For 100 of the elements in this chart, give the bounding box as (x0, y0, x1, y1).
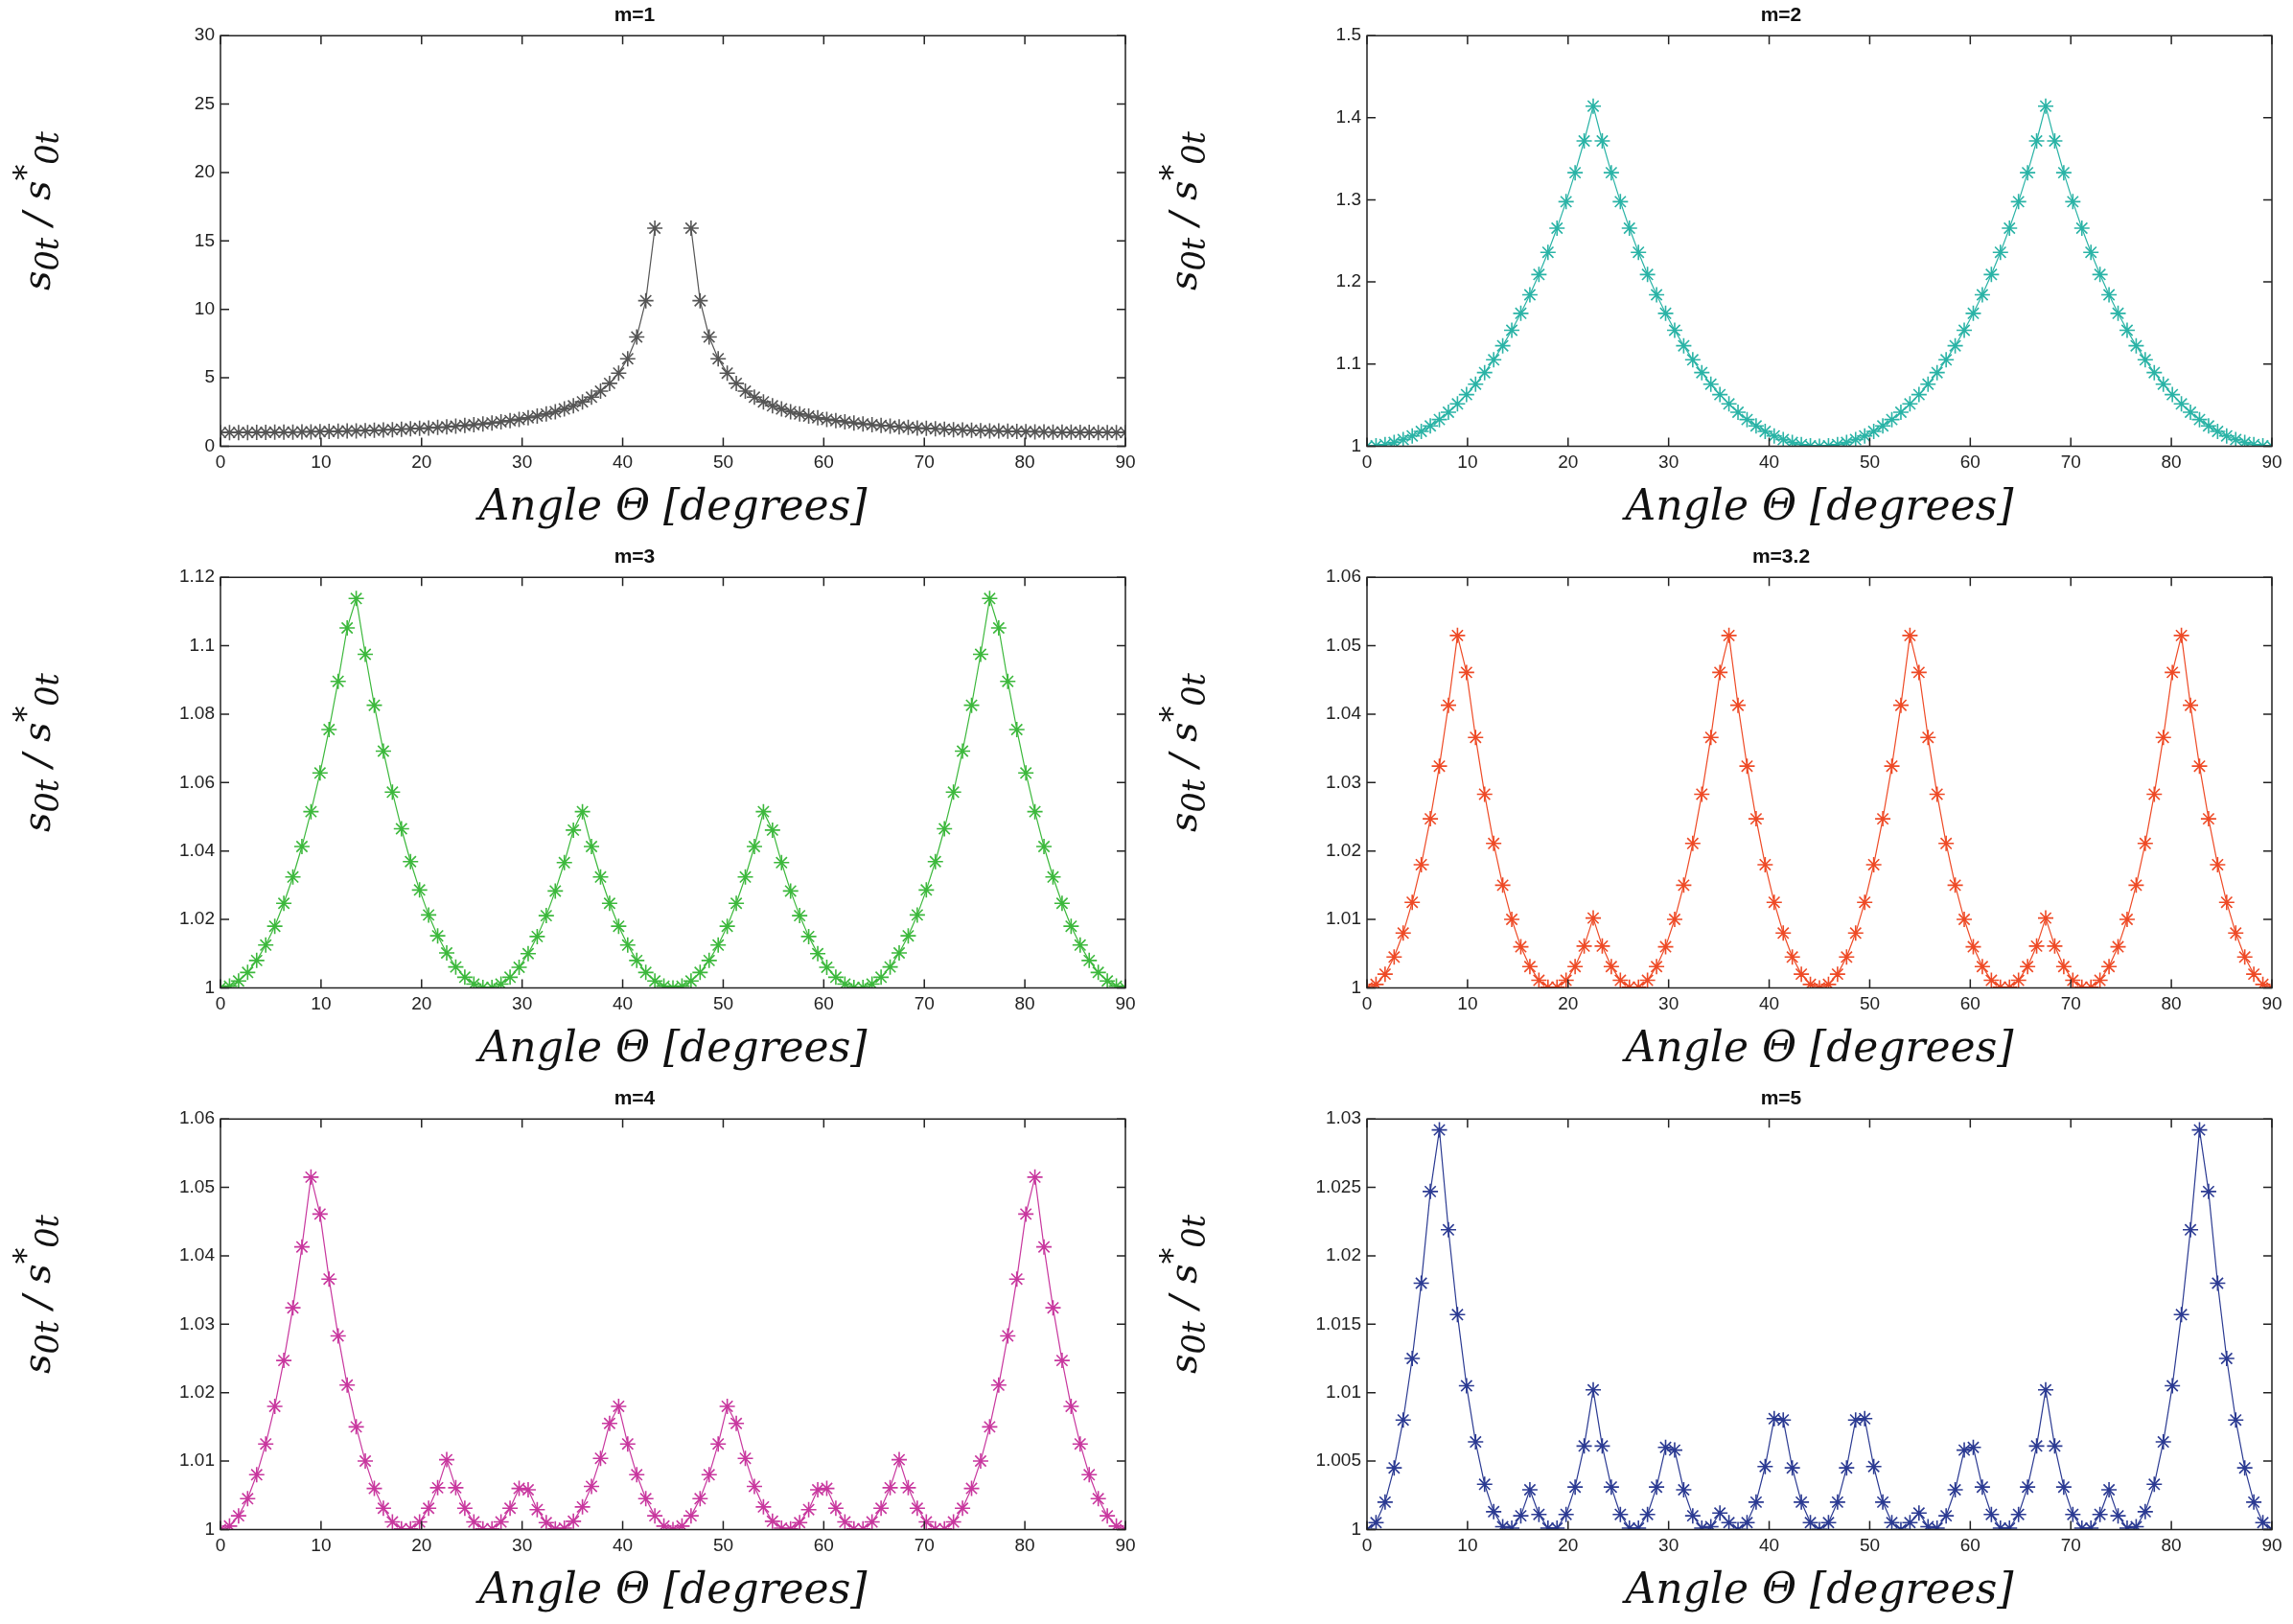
y-tick-label: 1 (1351, 434, 1361, 455)
x-tick-label: 40 (612, 1535, 634, 1556)
y-tick-label: 1.5 (1335, 24, 1361, 45)
chart-title: m=4 (614, 1086, 656, 1109)
x-axis-title: Angle Θ [degrees] (1621, 480, 2015, 530)
chart-title: m=5 (1760, 1086, 1802, 1109)
x-tick-label: 30 (1658, 1535, 1679, 1556)
x-tick-label: 60 (813, 993, 834, 1014)
x-tick-label: 40 (612, 993, 634, 1014)
y-tick-label: 1.04 (179, 839, 216, 860)
x-tick-label: 50 (1859, 1535, 1881, 1556)
y-tick-label: 20 (194, 161, 215, 182)
y-tick-label: 1.06 (1326, 566, 1361, 587)
y-tick-label: 1.04 (179, 1244, 216, 1265)
y-tick-label: 30 (194, 24, 215, 45)
x-tick-label: 50 (712, 993, 734, 1014)
x-tick-label: 10 (311, 993, 332, 1014)
x-tick-label: 80 (1014, 1535, 1035, 1556)
x-axis-title: Angle Θ [degrees] (1621, 1022, 2015, 1072)
x-tick-label: 80 (2161, 1535, 2182, 1556)
x-tick-label: 90 (1115, 452, 1136, 473)
x-tick-label: 10 (1457, 993, 1478, 1014)
y-tick-label: 1 (1351, 976, 1361, 997)
x-tick-label: 30 (512, 993, 533, 1014)
y-tick-label: 1.015 (1315, 1312, 1361, 1334)
y-tick-label: 1.4 (1335, 106, 1362, 128)
y-tick-label: 1.2 (1335, 270, 1361, 291)
x-tick-label: 10 (311, 1535, 332, 1556)
x-tick-label: 50 (712, 452, 734, 473)
x-tick-label: 20 (411, 993, 432, 1014)
y-tick-label: 1.02 (179, 1380, 215, 1402)
x-tick-label: 90 (2261, 452, 2282, 473)
x-tick-label: 90 (2261, 993, 2282, 1014)
x-tick-label: 80 (1014, 993, 1035, 1014)
x-tick-label: 70 (914, 993, 935, 1014)
chart-title: m=3 (614, 545, 656, 568)
x-tick-label: 90 (1115, 1535, 1136, 1556)
x-tick-label: 80 (2161, 993, 2182, 1014)
x-tick-label: 20 (1558, 993, 1579, 1014)
y-tick-label: 1.1 (189, 634, 215, 655)
x-tick-label: 20 (411, 452, 432, 473)
x-tick-label: 10 (311, 452, 332, 473)
y-tick-label: 0 (204, 434, 215, 455)
x-tick-label: 70 (2060, 452, 2081, 473)
x-tick-label: 20 (1558, 1535, 1579, 1556)
x-tick-label: 30 (512, 452, 533, 473)
y-tick-label: 10 (194, 297, 215, 318)
y-tick-label: 1.12 (179, 566, 215, 587)
y-tick-label: 1.03 (1326, 771, 1361, 792)
y-tick-label: 1.025 (1315, 1175, 1361, 1196)
chart-title: m=2 (1760, 3, 1802, 26)
x-axis-title: Angle Θ [degrees] (475, 480, 869, 530)
y-tick-label: 1.01 (179, 1450, 215, 1471)
x-tick-label: 50 (712, 1535, 734, 1556)
x-tick-label: 70 (2060, 993, 2081, 1014)
x-tick-label: 80 (2161, 452, 2182, 473)
y-tick-label: 1 (204, 1518, 215, 1539)
y-tick-label: 1.08 (179, 703, 215, 724)
chart-title: m=1 (614, 3, 656, 26)
y-tick-label: 15 (194, 229, 215, 250)
y-tick-label: 1.3 (1335, 188, 1361, 209)
x-tick-label: 60 (813, 452, 834, 473)
x-tick-label: 60 (813, 1535, 834, 1556)
y-tick-label: 1.03 (179, 1312, 215, 1334)
x-tick-label: 40 (612, 452, 634, 473)
x-tick-label: 30 (1658, 452, 1679, 473)
x-tick-label: 20 (1558, 452, 1579, 473)
y-tick-label: 1.04 (1326, 703, 1362, 724)
x-axis-title: Angle Θ [degrees] (475, 1022, 869, 1072)
y-tick-label: 1 (1351, 1518, 1361, 1539)
x-tick-label: 60 (1959, 1535, 1980, 1556)
x-tick-label: 90 (1115, 993, 1136, 1014)
x-tick-label: 80 (1014, 452, 1035, 473)
y-tick-label: 1.05 (1326, 634, 1361, 655)
chart-title: m=3.2 (1751, 545, 1811, 568)
y-tick-label: 1.03 (1326, 1107, 1361, 1128)
y-tick-label: 1.05 (179, 1175, 215, 1196)
y-tick-label: 1.01 (1326, 1380, 1361, 1402)
x-axis-title: Angle Θ [degrees] (475, 1564, 869, 1613)
x-tick-label: 10 (1457, 452, 1478, 473)
x-tick-label: 70 (914, 1535, 935, 1556)
y-tick-label: 25 (194, 92, 215, 113)
x-tick-label: 60 (1959, 993, 1980, 1014)
x-tick-label: 30 (512, 1535, 533, 1556)
x-tick-label: 70 (914, 452, 935, 473)
y-tick-label: 1.06 (179, 1107, 215, 1128)
x-tick-label: 40 (1758, 1535, 1780, 1556)
x-tick-label: 50 (1859, 452, 1881, 473)
y-tick-label: 5 (204, 366, 215, 387)
x-tick-label: 70 (2060, 1535, 2081, 1556)
x-tick-label: 40 (1758, 993, 1780, 1014)
y-tick-label: 1.02 (1326, 839, 1361, 860)
y-tick-label: 1.02 (1326, 1244, 1361, 1265)
y-tick-label: 1.005 (1315, 1450, 1361, 1471)
x-tick-label: 90 (2261, 1535, 2282, 1556)
x-tick-label: 40 (1758, 452, 1780, 473)
y-tick-label: 1.06 (179, 771, 215, 792)
x-tick-label: 10 (1457, 1535, 1478, 1556)
x-tick-label: 60 (1959, 452, 1980, 473)
y-tick-label: 1.01 (1326, 908, 1361, 929)
